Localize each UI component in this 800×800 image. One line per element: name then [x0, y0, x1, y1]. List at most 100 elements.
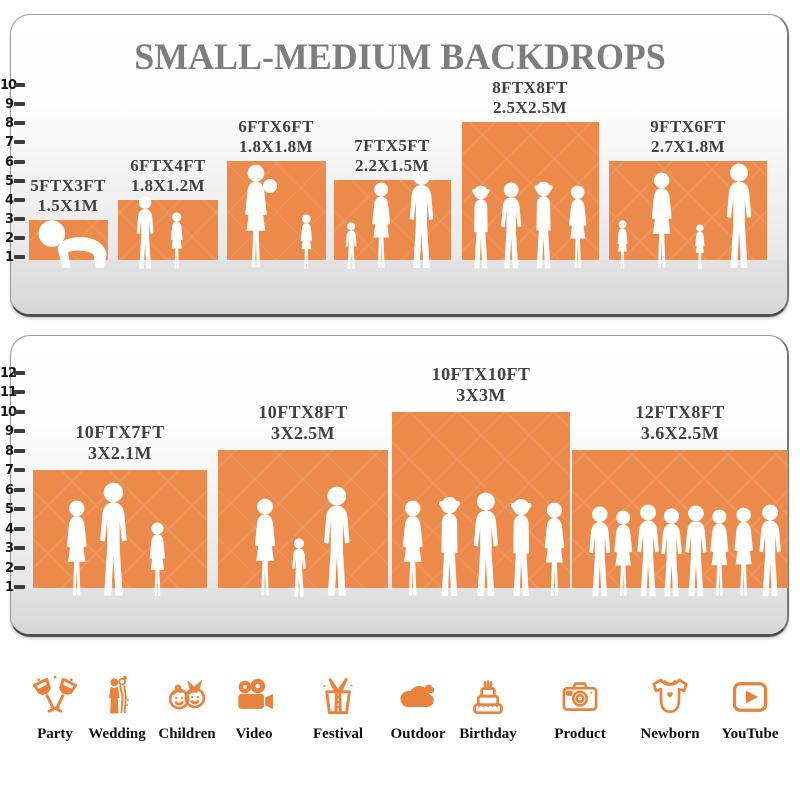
ruler-dash	[14, 121, 25, 125]
category-label: Newborn	[640, 726, 700, 742]
ruler-number: 5	[4, 173, 14, 189]
backdrop-bar-6x4ft	[118, 200, 218, 260]
ruler-number: 1	[4, 579, 14, 595]
ruler-number: 3	[4, 540, 14, 556]
size-m: 1.8X1.2M	[130, 176, 206, 195]
silhouette-parents-toddler	[254, 486, 350, 597]
ruler-dash	[14, 102, 25, 106]
category-label: YouTube	[721, 726, 779, 742]
category-label: Outdoor	[390, 726, 446, 742]
category-video: Video	[206, 674, 302, 743]
bar-size-label: 8FTX8FT 2.5X2.5M	[492, 78, 568, 118]
category-festival: Festival	[290, 674, 386, 743]
category-label: Video	[235, 726, 273, 742]
ruler-number: 6	[4, 154, 14, 170]
size-ft: 6FTX6FT	[238, 117, 314, 136]
ruler-number: 10	[0, 404, 17, 420]
size-ft: 10FTX8FT	[258, 402, 348, 422]
ruler-dash	[14, 255, 25, 259]
ruler-dash	[14, 566, 25, 570]
bar-size-label: 12FTX8FT 3.6X2.5M	[635, 402, 724, 444]
ruler-number: 6	[4, 482, 14, 498]
category-label: Birthday	[459, 726, 517, 742]
camera-icon	[562, 682, 598, 711]
size-m: 3X2.1M	[88, 443, 152, 463]
ruler-dash	[14, 236, 25, 240]
ruler-dash	[14, 140, 25, 144]
ruler-number: 4	[4, 192, 14, 208]
ruler-dash	[14, 160, 25, 164]
ruler-tick: 5	[0, 173, 28, 189]
ruler-tick: 10	[0, 77, 28, 93]
ruler-dash	[14, 198, 25, 202]
ground-strip	[11, 260, 787, 314]
silhouette-mother-baby-girl	[245, 164, 313, 269]
ruler-tick: 3	[0, 540, 28, 556]
ruler-dash	[14, 179, 25, 183]
ruler-tick: 1	[0, 579, 28, 595]
ruler-number: 1	[4, 249, 14, 265]
category-party: Party	[7, 674, 103, 743]
ruler-number: 2	[4, 560, 14, 576]
bar-size-label: 10FTX8FT 3X2.5M	[258, 402, 347, 444]
size-m: 1.5X1M	[37, 196, 99, 215]
ruler-tick: 4	[0, 521, 28, 537]
ruler-tick: 7	[0, 462, 28, 478]
category-wedding: Wedding	[69, 674, 165, 743]
size-m: 3X2.5M	[271, 423, 335, 443]
ruler-tick: 12	[0, 365, 28, 381]
size-ft: 12FTX8FT	[635, 402, 725, 422]
ruler-tick: 2	[0, 560, 28, 576]
bar-size-label: 10FTX7FT 3X2.1M	[75, 422, 164, 464]
silhouette-family-four	[617, 163, 752, 269]
size-ft: 7FTX5FT	[354, 136, 430, 155]
ruler-dash	[14, 488, 25, 492]
ruler-number: 7	[4, 462, 14, 478]
ruler-number: 3	[4, 211, 14, 227]
category-children: Children	[139, 674, 235, 743]
category-label: Party	[37, 726, 73, 742]
ruler-dash	[14, 390, 25, 394]
ruler-number: 7	[4, 134, 14, 150]
silhouette-couple-and-girl	[66, 482, 166, 597]
category-youtube: YouTube	[702, 674, 798, 743]
ruler-number: 5	[4, 501, 14, 517]
ruler-tick: 1	[0, 249, 28, 265]
bar-size-label: 5FTX3FT 1.5X1M	[30, 176, 106, 216]
category-outdoor: Outdoor	[370, 674, 466, 743]
category-label: Children	[158, 726, 216, 742]
ruler-tick: 10	[0, 404, 28, 420]
ruler-tick: 8	[0, 443, 28, 459]
size-ft: 9FTX6FT	[650, 117, 726, 136]
category-label: Festival	[313, 726, 363, 742]
category-label: Product	[554, 726, 606, 742]
size-m: 2.7X1.8M	[650, 137, 726, 156]
size-ft: 10FTX7FT	[75, 422, 165, 442]
size-m: 2.2X1.5M	[354, 156, 430, 175]
backdrop-bar-10x8ft	[218, 450, 388, 588]
wedding-icon	[108, 675, 129, 714]
size-m: 1.8X1.8M	[238, 137, 314, 156]
youtube-icon	[732, 682, 768, 712]
bar-size-label: 6FTX6FT 1.8X1.8M	[238, 117, 314, 157]
ruler-tick: 9	[0, 96, 28, 112]
silhouette-group-four-posing	[472, 181, 587, 269]
ruler-tick: 6	[0, 154, 28, 170]
silhouette-group-eight	[589, 504, 781, 597]
bar-size-label: 10FTX10FT 3X3M	[432, 364, 531, 406]
bar-size-label: 9FTX6FT 2.7X1.8M	[650, 117, 726, 157]
ruler-number: 12	[0, 365, 17, 381]
cake-icon	[473, 680, 503, 715]
category-product: Product	[532, 674, 628, 743]
bar-size-label: 7FTX5FT 2.2X1.5M	[354, 136, 430, 176]
ruler-dash	[14, 83, 25, 87]
ruler-tick: 6	[0, 482, 28, 498]
ruler-number: 10	[0, 77, 17, 93]
size-ft: 8FTX8FT	[492, 78, 568, 97]
ruler-tick: 8	[0, 115, 28, 131]
ruler-tick: 9	[0, 423, 28, 439]
ruler-tick: 11	[0, 384, 28, 400]
ruler-number: 8	[4, 443, 14, 459]
ruler-number: 4	[4, 521, 14, 537]
